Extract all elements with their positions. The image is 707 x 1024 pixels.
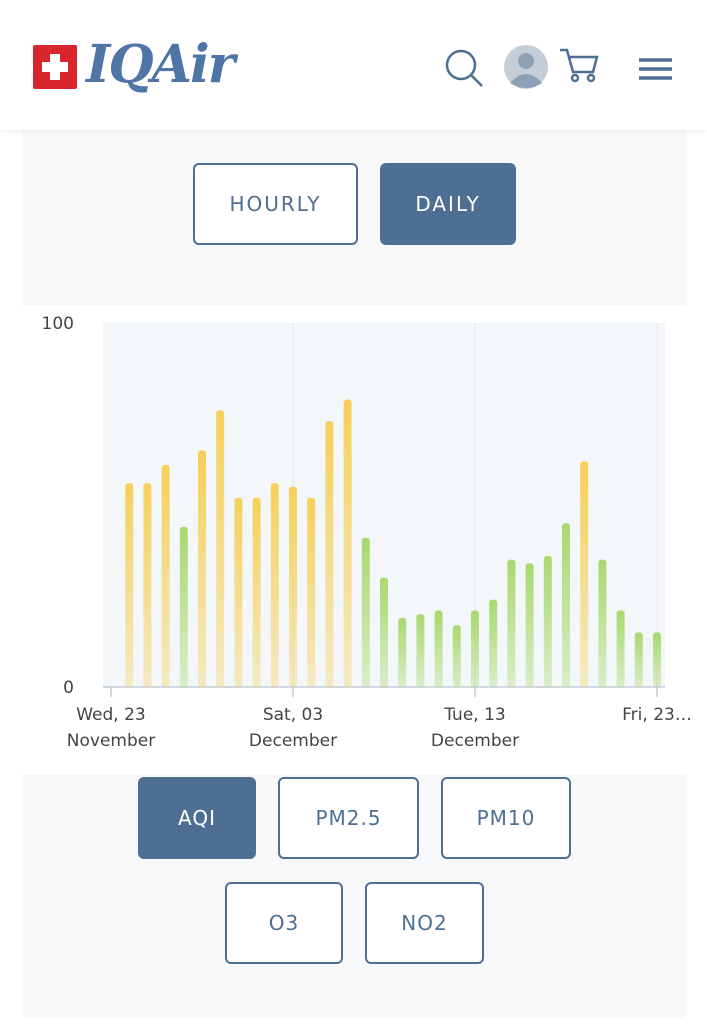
- bar: [380, 577, 388, 687]
- metric-button[interactable]: PM10: [441, 777, 571, 859]
- x-tick-label: Sat, 03 December: [248, 705, 338, 751]
- bar: [616, 610, 625, 687]
- bar: [471, 610, 479, 687]
- search-icon[interactable]: [445, 49, 483, 87]
- bar: [653, 632, 661, 687]
- chart: 0 100: [42, 314, 665, 698]
- x-tick-label: Wed, 23 November: [66, 705, 156, 751]
- swiss-flag: [33, 45, 77, 89]
- bar: [179, 526, 188, 687]
- cart-icon[interactable]: [560, 48, 599, 83]
- bar: [161, 464, 170, 687]
- bar: [270, 483, 279, 687]
- bar: [343, 399, 352, 687]
- logo-text[interactable]: IQAir: [86, 34, 235, 95]
- header: IQAir: [0, 0, 707, 130]
- bar: [452, 625, 461, 687]
- bar: [416, 614, 425, 687]
- bar: [634, 632, 643, 687]
- bar: [216, 410, 225, 687]
- x-tick-label: Tue, 13 December: [430, 705, 520, 751]
- bar: [562, 523, 570, 687]
- bar: [325, 421, 334, 687]
- bar: [361, 537, 370, 687]
- bar: [398, 617, 407, 687]
- y-tick-label: 0: [63, 678, 74, 698]
- bar: [234, 497, 243, 687]
- metric-button[interactable]: NO2: [365, 882, 484, 964]
- menu-icon[interactable]: [639, 58, 672, 80]
- bar: [252, 497, 261, 687]
- avatar[interactable]: [504, 45, 548, 89]
- bar: [198, 450, 206, 687]
- toggle-button[interactable]: DAILY: [380, 163, 516, 245]
- bar: [598, 559, 607, 687]
- bar: [489, 599, 498, 687]
- bar: [307, 497, 316, 687]
- x-tick-label: Fri, 23…: [622, 705, 692, 725]
- metric-button[interactable]: O3: [225, 882, 343, 964]
- metric-button[interactable]: AQI: [138, 777, 256, 859]
- header-icons: [445, 45, 672, 89]
- bar: [507, 559, 516, 687]
- bar: [525, 563, 534, 687]
- metric-button[interactable]: PM2.5: [278, 777, 419, 859]
- bar: [543, 555, 552, 687]
- bar: [125, 483, 134, 687]
- y-tick-label: 100: [42, 314, 74, 334]
- toggle-button[interactable]: HOURLY: [193, 163, 358, 245]
- bar: [434, 610, 443, 687]
- bar: [580, 461, 589, 687]
- bar: [289, 486, 297, 687]
- bar: [143, 483, 152, 687]
